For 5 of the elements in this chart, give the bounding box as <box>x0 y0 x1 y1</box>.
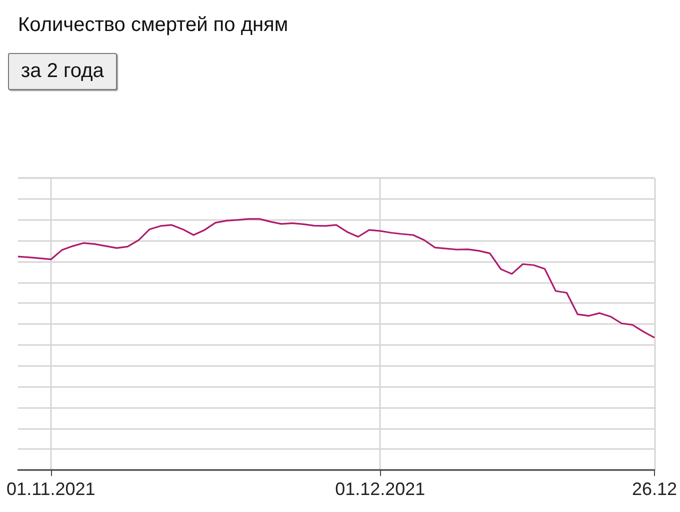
button: за 2 года <box>8 53 117 90</box>
chart-title: Количество смертей по дням <box>18 14 288 37</box>
x-tick-label: 01.12.2021 <box>335 479 426 499</box>
x-tick-label: 26.12 <box>632 479 677 499</box>
x-tick-label: 01.11.2021 <box>6 479 96 499</box>
